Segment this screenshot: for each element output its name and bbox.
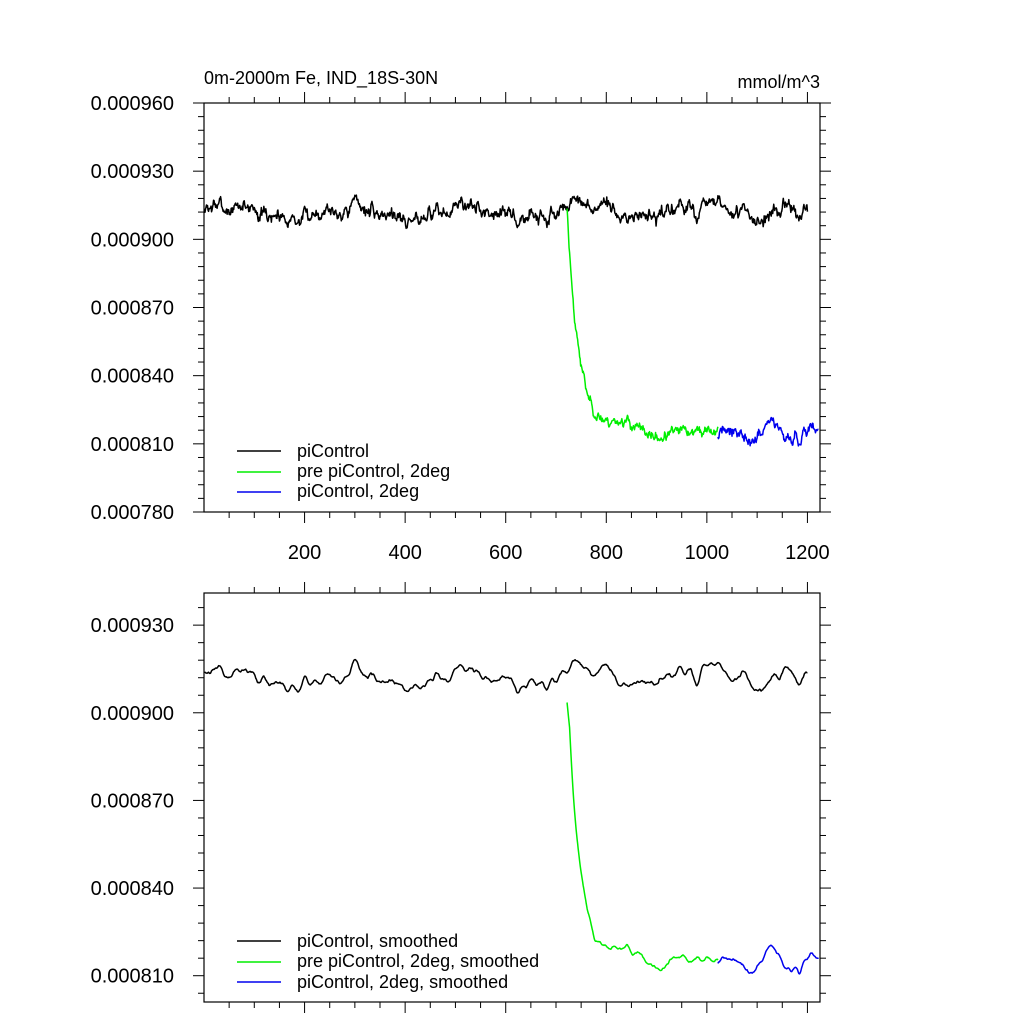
y-tick-label: 0.000810 [91,966,174,988]
top-legend: piControl pre piControl, 2deg piControl,… [237,441,450,501]
y-tick-label: 0.000960 [91,93,174,115]
legend-label-pre-picontrol-2deg-smoothed: pre piControl, 2deg, smoothed [297,951,539,971]
bottom-legend: piControl, smoothed pre piControl, 2deg,… [237,931,539,992]
chart-title: 0m-2000m Fe, IND_18S-30N [204,68,438,89]
y-tick-label: 0.000900 [91,703,174,725]
bottom-plot-frame [203,592,821,1003]
x-tick-label: 800 [590,542,623,564]
bottom-axis-ticks [193,582,831,1013]
legend-label-picontrol-2deg: piControl, 2deg [297,481,419,501]
units-label: mmol/m^3 [738,72,820,92]
bottom-y-tick-labels: 0.000810 0.000840 0.000870 0.000900 0.000930 [91,615,174,988]
bottom-series-line-picontrol-2deg [717,944,820,975]
top-series-line-picontrol-2deg [717,416,819,447]
x-tick-label: 1200 [785,542,830,564]
y-tick-label: 0.000930 [91,161,174,183]
y-tick-label: 0.000780 [91,502,174,524]
y-tick-label: 0.000900 [91,229,174,251]
x-tick-label: 400 [388,542,421,564]
legend-label-picontrol-2deg-smoothed: piControl, 2deg, smoothed [297,972,508,992]
y-tick-label: 0.000870 [91,298,174,320]
y-tick-label: 0.000840 [91,366,174,388]
bottom-series-group [203,658,820,975]
bottom-panel: 0.000810 0.000840 0.000870 0.000900 0.000930… [91,582,831,1013]
top-series-line-picontrol [203,194,809,230]
x-tick-label: 600 [489,542,522,564]
top-series-line-pre-picontrol-2deg [566,208,719,443]
y-tick-label: 0.000930 [91,615,174,637]
bottom-series-line-pre-picontrol-2deg [566,702,719,972]
x-tick-label: 200 [288,542,321,564]
x-tick-label: 1000 [685,542,730,564]
top-x-tick-labels: 200 400 600 800 1000 1200 [288,542,830,564]
top-series-group [203,194,819,447]
top-y-tick-labels: 0.000780 0.000810 0.000840 0.000870 0.000900… [91,93,174,524]
legend-label-picontrol-smoothed: piControl, smoothed [297,931,458,951]
legend-label-picontrol: piControl [297,441,369,461]
y-tick-label: 0.000810 [91,434,174,456]
legend-label-pre-picontrol-2deg: pre piControl, 2deg [297,461,450,481]
y-tick-label: 0.000840 [91,878,174,900]
bottom-series-line-picontrol [203,658,808,694]
y-tick-label: 0.000870 [91,790,174,812]
top-axis-ticks [193,92,831,523]
top-panel: 0m-2000m Fe, IND_18S-30N mmol/m^3 0.0007… [91,68,831,564]
